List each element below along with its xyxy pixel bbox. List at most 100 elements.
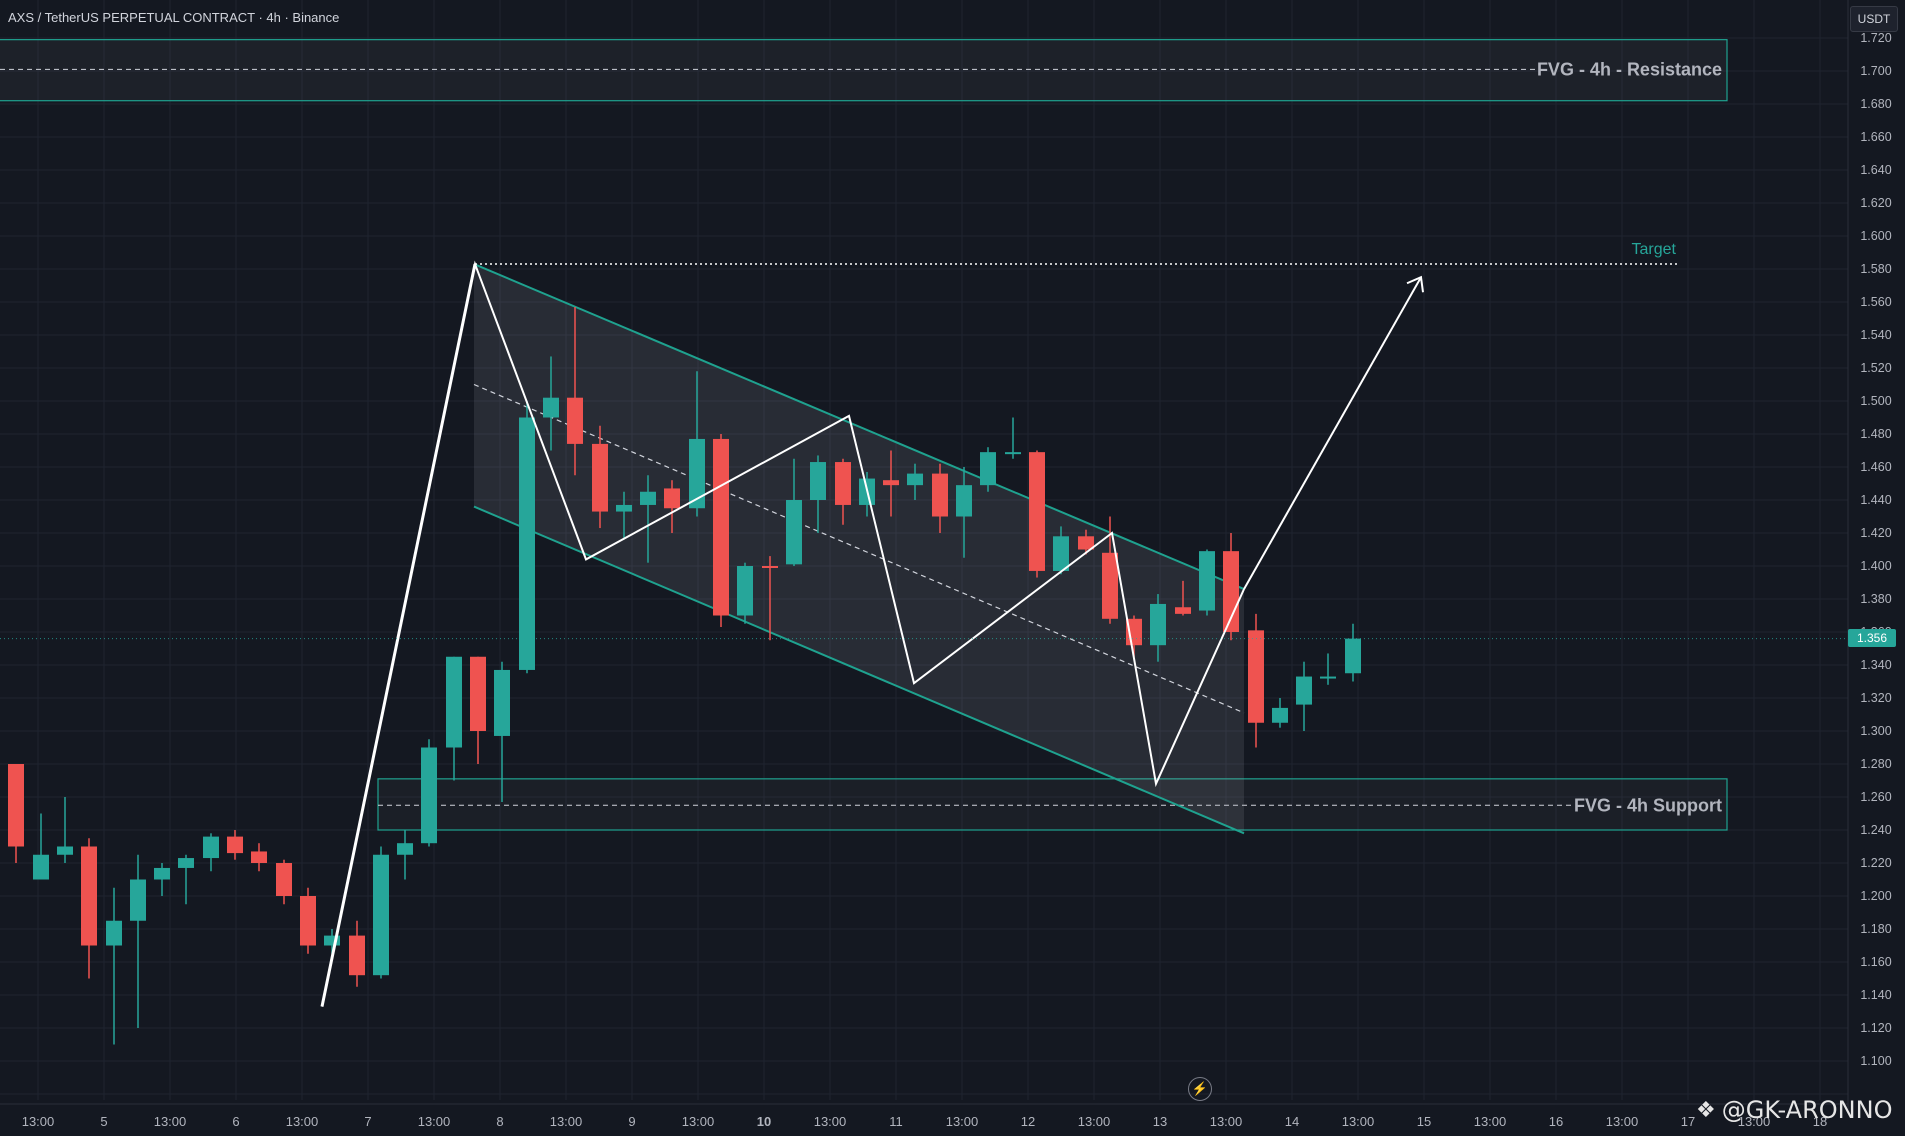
candle-body-bull	[786, 500, 802, 565]
support-label: FVG - 4h Support	[1574, 795, 1722, 815]
candle-body-bull	[1320, 676, 1336, 679]
price-tick-label: 1.580	[1860, 262, 1891, 276]
candle-body-bull	[397, 843, 413, 855]
time-tick-label: 13:00	[1738, 1114, 1771, 1129]
time-tick-label: 7	[364, 1114, 371, 1129]
channel-upper-line	[473, 263, 1245, 591]
price-tick-label: 1.140	[1860, 988, 1891, 1002]
price-tick-label: 1.100	[1860, 1054, 1891, 1068]
candle-body-bull	[1272, 707, 1288, 723]
price-axis: 1.720 1.700 1.680 1.660 1.640 1.620 1.600 1.580…	[1847, 0, 1905, 1136]
price-tick-label: 1.280	[1860, 757, 1891, 771]
time-tick-label: 9	[628, 1114, 635, 1129]
candle-body-bull	[689, 438, 705, 509]
candle-body-bear	[1175, 607, 1191, 614]
current-price-label: 1.356	[1848, 629, 1896, 647]
time-tick-label: 13:00	[682, 1114, 715, 1129]
price-tick-label: 1.260	[1860, 790, 1891, 804]
candle-body-bear	[1248, 630, 1264, 723]
candle-body-bull	[57, 846, 73, 855]
time-tick-label: 5	[100, 1114, 107, 1129]
time-tick-label: 13:00	[1078, 1114, 1111, 1129]
diamond-logo-icon: ❖	[1696, 1097, 1716, 1123]
candle-body-bear	[470, 656, 486, 731]
price-tick-label: 1.520	[1860, 361, 1891, 375]
candle-body-bear	[713, 438, 729, 616]
candle-body-bull	[178, 858, 194, 868]
candle-body-bull	[1053, 536, 1069, 571]
price-tick-label: 1.640	[1860, 163, 1891, 177]
candle-body-bear	[1102, 552, 1118, 619]
candle-body-bull	[324, 935, 340, 946]
candle-body-bear	[664, 488, 680, 509]
candle-body-bull	[421, 747, 437, 844]
price-tick-label: 1.460	[1860, 460, 1891, 474]
candle-body-bear	[1223, 551, 1239, 632]
author-watermark: ❖ @GK-ARONNO	[1696, 1096, 1892, 1124]
candle-body-bull	[810, 462, 826, 500]
pattern-drawings: Target	[0, 241, 1848, 1007]
time-tick-label: 11	[889, 1114, 903, 1129]
candle-body-bull	[373, 854, 389, 976]
candle-body-bear	[932, 473, 948, 517]
time-tick-label: 13:00	[1342, 1114, 1375, 1129]
grid	[0, 0, 1848, 1100]
price-tick-label: 1.120	[1860, 1021, 1891, 1035]
candle-body-bull	[907, 473, 923, 486]
candle-body-bull	[1005, 452, 1021, 455]
resistance-zone	[0, 39, 1728, 102]
projection-arrow-head	[1406, 275, 1424, 293]
lightning-icon[interactable]: ⚡	[1188, 1077, 1212, 1101]
candle-body-bull	[980, 452, 996, 486]
time-tick-label: 16	[1549, 1114, 1563, 1129]
time-tick-label: 13	[1153, 1114, 1167, 1129]
support-zone	[377, 778, 1728, 831]
time-tick-label: 13:00	[946, 1114, 979, 1129]
time-tick-label: 10	[757, 1114, 771, 1129]
time-tick-label: 13:00	[286, 1114, 319, 1129]
price-tick-label: 1.380	[1860, 592, 1891, 606]
candle-body-bull	[1199, 551, 1215, 611]
candle-body-bear	[762, 566, 778, 568]
descending-channel	[473, 263, 1245, 835]
resistance-label: FVG - 4h - Resistance	[1537, 59, 1722, 79]
candle-body-bear	[8, 764, 24, 847]
candle-body-bull	[446, 656, 462, 748]
projection-arrow-line	[1243, 276, 1422, 590]
time-tick-label: 13:00	[1210, 1114, 1243, 1129]
candle-body-bear	[1078, 536, 1094, 550]
candle-body-bull	[956, 485, 972, 517]
candle-body-bear	[276, 863, 292, 896]
time-tick-label: 17	[1681, 1114, 1695, 1129]
candle-body-bear	[567, 397, 583, 444]
time-tick-label: 13:00	[418, 1114, 451, 1129]
currency-unit-button[interactable]: USDT	[1850, 6, 1898, 32]
price-tick-label: 1.680	[1860, 97, 1891, 111]
price-tick-label: 1.200	[1860, 889, 1891, 903]
time-tick-label: 6	[232, 1114, 239, 1129]
candle-body-bear	[227, 836, 243, 854]
price-tick-label: 1.480	[1860, 427, 1891, 441]
symbol-header: AXS / TetherUS PERPETUAL CONTRACT · 4h ·…	[8, 10, 340, 25]
candle-body-bull	[154, 867, 170, 880]
candle-body-bull	[33, 854, 49, 880]
price-tick-label: 1.440	[1860, 493, 1891, 507]
price-tick-label: 1.500	[1860, 394, 1891, 408]
price-tick-label: 1.560	[1860, 295, 1891, 309]
price-tick-label: 1.660	[1860, 130, 1891, 144]
candle-body-bull	[130, 879, 146, 921]
candle-body-bull	[494, 669, 510, 736]
candle-body-bear	[251, 851, 267, 863]
time-tick-label: 13:00	[22, 1114, 55, 1129]
candle-body-bull	[106, 920, 122, 946]
target-label: Target	[1632, 241, 1677, 258]
time-tick-label: 13:00	[550, 1114, 583, 1129]
price-tick-label: 1.700	[1860, 64, 1891, 78]
price-tick-label: 1.220	[1860, 856, 1891, 870]
fvg-zones: FVG - 4h - Resistance FVG - 4h Support	[0, 39, 1728, 831]
time-tick-label: 13:00	[154, 1114, 187, 1129]
price-tick-label: 1.620	[1860, 196, 1891, 210]
price-tick-label: 1.240	[1860, 823, 1891, 837]
